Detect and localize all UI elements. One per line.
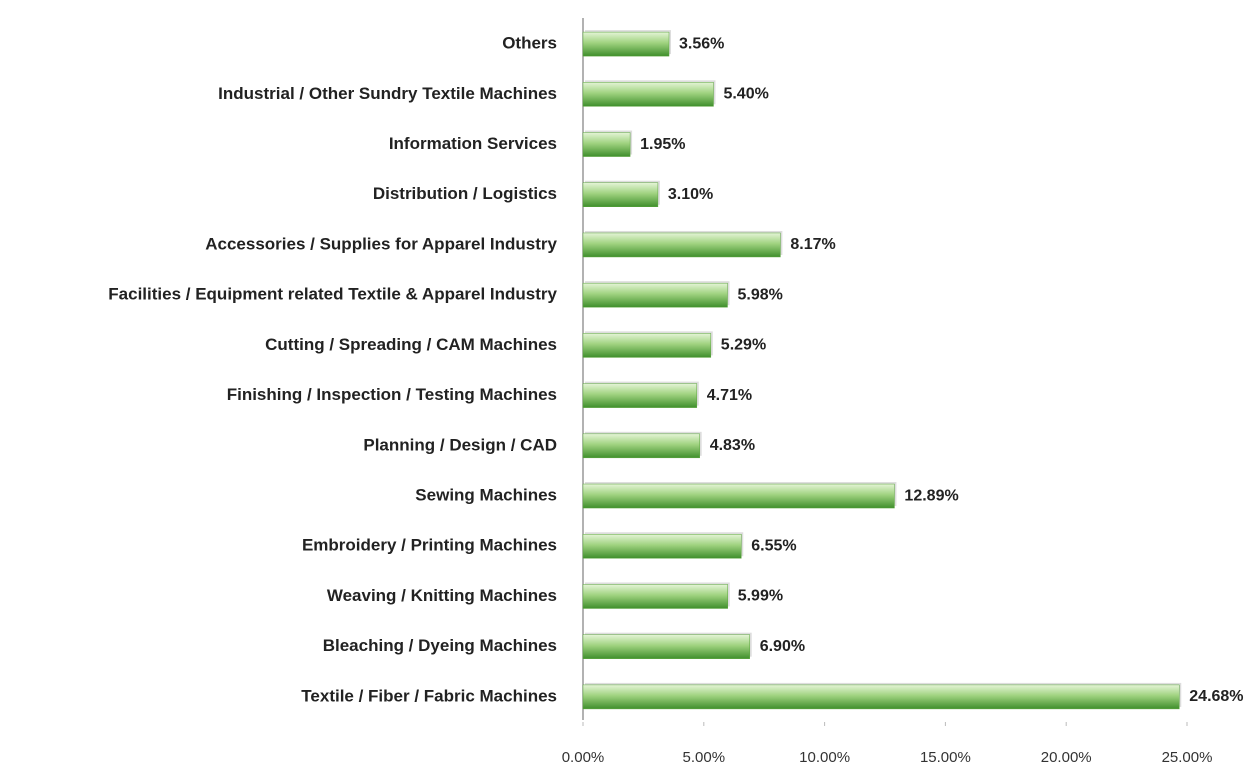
y-tick-label: Sewing Machines (415, 486, 557, 505)
value-label: 5.40% (723, 86, 768, 103)
value-label: 1.95% (640, 136, 685, 153)
bar (582, 483, 895, 509)
x-tick-label: 10.00% (799, 749, 850, 766)
bar (582, 232, 781, 258)
x-tick-label: 0.00% (562, 749, 605, 766)
y-tick-label: Industrial / Other Sundry Textile Machin… (218, 84, 557, 103)
y-tick-label: Finishing / Inspection / Testing Machine… (227, 385, 557, 404)
y-tick-label: Others (502, 34, 557, 53)
x-tick-label: 20.00% (1041, 749, 1092, 766)
bar (582, 584, 728, 609)
value-label: 4.83% (710, 437, 755, 454)
value-label: 5.98% (737, 286, 782, 303)
x-tick-label: 25.00% (1162, 749, 1213, 766)
value-label: 3.56% (679, 35, 724, 52)
bar (582, 433, 700, 459)
y-tick-label: Weaving / Knitting Machines (327, 586, 557, 605)
y-tick-label: Accessories / Supplies for Apparel Indus… (205, 234, 557, 253)
y-tick-label: Embroidery / Printing Machines (302, 536, 557, 555)
value-label: 5.29% (721, 337, 766, 354)
y-tick-label: Planning / Design / CAD (363, 435, 557, 454)
value-label: 6.90% (760, 638, 805, 655)
value-label: 4.71% (707, 387, 752, 404)
y-tick-label: Textile / Fiber / Fabric Machines (301, 686, 557, 705)
y-tick-label: Facilities / Equipment related Textile &… (108, 285, 557, 304)
value-label: 6.55% (751, 537, 796, 554)
bar (582, 383, 698, 408)
value-label: 5.99% (738, 588, 783, 605)
value-label: 24.68% (1189, 688, 1243, 705)
x-tick-label: 5.00% (683, 749, 726, 766)
bar (582, 132, 631, 157)
bar (582, 82, 714, 107)
bar (582, 31, 670, 57)
x-tick-label: 15.00% (920, 749, 971, 766)
y-tick-label: Cutting / Spreading / CAM Machines (265, 335, 557, 354)
value-label: 8.17% (790, 236, 835, 253)
bar (582, 684, 1180, 710)
bar (582, 534, 742, 559)
bar (582, 282, 728, 308)
y-tick-label: Bleaching / Dyeing Machines (323, 636, 557, 655)
bar (582, 182, 659, 207)
y-tick-label: Information Services (389, 134, 557, 153)
value-label: 12.89% (904, 487, 958, 504)
bar (582, 333, 712, 358)
bar (582, 634, 750, 659)
value-label: 3.10% (668, 186, 713, 203)
y-tick-label: Distribution / Logistics (373, 184, 557, 203)
